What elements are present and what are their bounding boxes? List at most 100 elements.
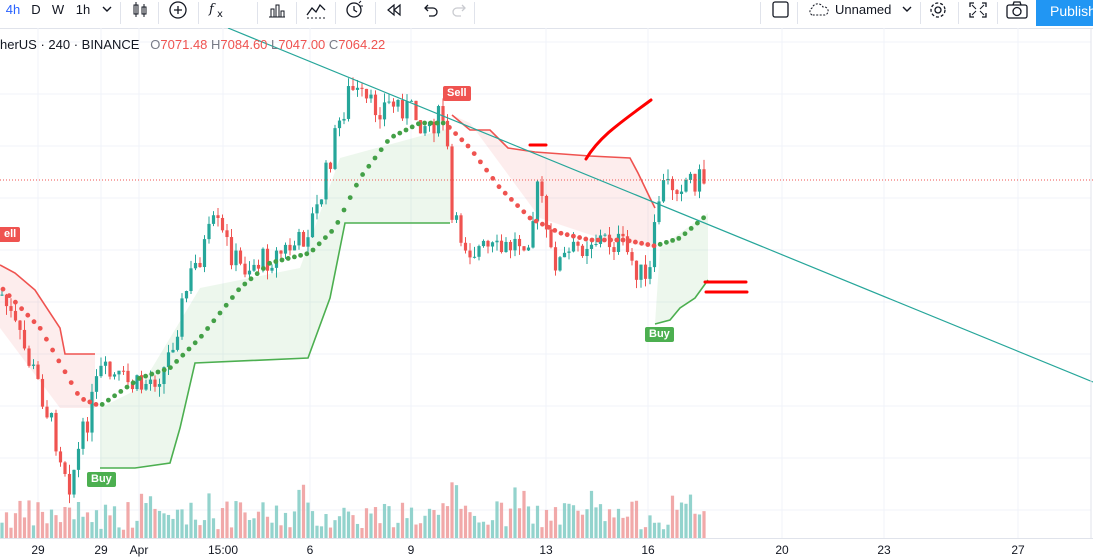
layout-name-button[interactable]: Unnamed — [806, 0, 916, 20]
trend-dot — [664, 239, 669, 245]
trend-dot — [279, 257, 285, 263]
candle-body — [265, 248, 270, 271]
candle-body — [688, 173, 693, 180]
candle-body — [675, 190, 679, 194]
interval-1h-button[interactable]: 1h — [75, 2, 91, 17]
trend-dot — [577, 235, 582, 240]
publish-button[interactable]: Publish — [1036, 0, 1093, 26]
candle-body — [499, 240, 504, 253]
candle-body — [58, 451, 63, 463]
volume-bar — [418, 523, 423, 538]
interval-d-button[interactable]: D — [31, 2, 41, 17]
candle-body — [391, 101, 396, 107]
replay-icon[interactable] — [384, 0, 404, 20]
trend-dot — [124, 384, 130, 390]
time-label: 15:00 — [207, 543, 239, 557]
volume-bar — [306, 502, 310, 538]
volume-bar — [405, 518, 409, 538]
low-value: 7047.00 — [278, 37, 326, 52]
time-label: 29 — [31, 543, 45, 557]
volume-bar — [144, 503, 148, 538]
plus-circle-icon[interactable] — [167, 0, 189, 20]
candle-body — [85, 421, 90, 433]
trend-dot — [44, 336, 49, 342]
volume-bar — [162, 513, 166, 538]
trend-dot — [149, 371, 155, 377]
trend-dot — [701, 215, 706, 221]
camera-icon[interactable] — [1005, 0, 1029, 20]
candle-body — [315, 204, 319, 214]
volume-bar — [499, 502, 504, 538]
square-icon[interactable] — [770, 0, 790, 20]
candle-body — [396, 99, 400, 107]
fullscreen-icon[interactable] — [967, 0, 989, 20]
time-axis[interactable]: 29 29 Apr 15:00 6 9 13 16 20 23 27 — [0, 538, 1093, 559]
indicators-icon[interactable] — [305, 0, 327, 20]
time-label: 9 — [407, 543, 415, 557]
trend-dot — [688, 226, 694, 231]
trend-dot — [428, 120, 434, 126]
candle-body — [612, 247, 616, 252]
volume-bar — [54, 515, 58, 538]
trend-dot — [695, 220, 700, 226]
candle-body — [180, 298, 184, 337]
symbol-label[interactable]: herUS · 240 · BINANCE — [0, 37, 140, 52]
volume-bar — [535, 505, 540, 538]
candle-body — [450, 146, 454, 220]
interval-w-button[interactable]: W — [51, 2, 65, 17]
volume-bar — [153, 508, 157, 538]
trend-dots — [0, 120, 706, 407]
candles-icon[interactable] — [130, 0, 150, 20]
volume-bar — [184, 524, 189, 538]
volume-bar — [108, 515, 112, 538]
trend-dot — [180, 352, 186, 358]
candle-body — [198, 262, 202, 268]
trend-dot — [155, 369, 161, 375]
candle-body — [90, 391, 94, 433]
volume-bar — [117, 527, 121, 538]
trend-dot — [267, 260, 272, 266]
candle-body — [126, 370, 130, 383]
bar-chart-icon[interactable] — [266, 0, 288, 20]
candle-body — [504, 241, 508, 253]
candle-body — [549, 229, 553, 248]
trend-dot — [50, 347, 55, 353]
candle-body — [175, 336, 180, 350]
candle-body — [22, 329, 27, 349]
volume-bar — [670, 495, 675, 538]
trend-dot — [583, 236, 589, 242]
volume-bar — [688, 494, 693, 538]
gear-icon[interactable] — [927, 0, 949, 20]
volume-bar — [481, 521, 486, 538]
volume-bar — [355, 523, 360, 538]
undo-icon[interactable] — [420, 0, 440, 20]
volume-bar — [243, 512, 247, 538]
freehand-annotations[interactable] — [528, 98, 749, 294]
trend-dot — [385, 139, 390, 144]
chevron-down-icon[interactable] — [100, 0, 114, 20]
candle-body — [72, 469, 76, 495]
trend-dot — [37, 325, 43, 331]
trend-dot — [186, 346, 192, 352]
redo-icon[interactable] — [450, 0, 470, 20]
volume-bar — [346, 511, 351, 538]
candle-body — [31, 364, 36, 366]
candle-body — [157, 384, 162, 387]
candle-body — [634, 260, 639, 280]
candle-body — [351, 86, 355, 90]
trend-dot — [347, 195, 353, 201]
trend-dot — [453, 131, 458, 136]
time-label: 13 — [539, 543, 553, 557]
volume-bar — [607, 509, 612, 538]
volume-bar — [333, 520, 337, 538]
trendline[interactable] — [227, 28, 1093, 383]
buy-signal-label-left: Buy — [87, 472, 116, 487]
volume-bar — [598, 504, 603, 538]
interval-4h-button[interactable]: 4h — [5, 2, 21, 17]
price-chart[interactable] — [0, 28, 1093, 538]
trend-dot — [354, 182, 359, 188]
candle-body — [301, 231, 306, 247]
alert-icon[interactable] — [343, 0, 365, 20]
candle-body — [495, 240, 499, 243]
